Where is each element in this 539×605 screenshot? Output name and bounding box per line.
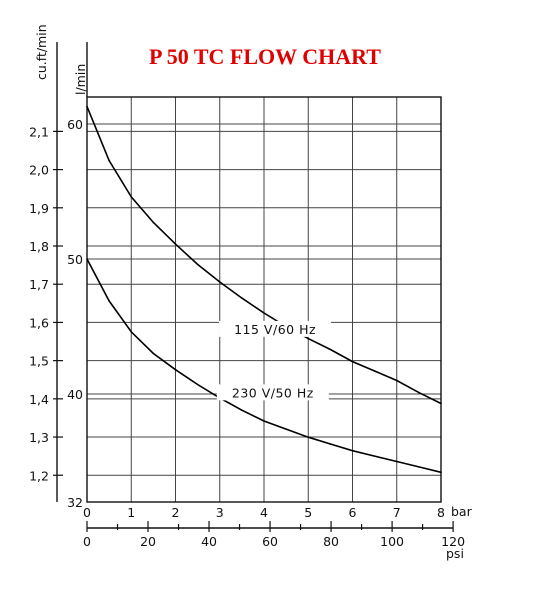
x-primary-tick-label: 7 (393, 505, 401, 520)
series (86, 105, 442, 474)
data-point (130, 331, 133, 333)
x-primary-tick-label: 4 (260, 505, 268, 520)
y-secondary-tick-label: 1,4 (29, 392, 49, 407)
data-point (241, 297, 243, 299)
x-primary-tick-label: 3 (216, 505, 224, 520)
data-point (307, 436, 310, 439)
x-primary-tick-label: 6 (349, 505, 357, 520)
x-primary-unit: bar (451, 504, 473, 519)
data-point (395, 460, 398, 463)
x-secondary-tick-label: 60 (262, 534, 278, 549)
data-point (152, 221, 155, 224)
x-primary-tick-label: 5 (304, 505, 312, 520)
data-point (263, 312, 265, 314)
data-point (373, 455, 376, 457)
y-secondary-tick-label: 2,1 (29, 124, 49, 139)
data-point (130, 196, 133, 198)
plot-frame (86, 96, 442, 503)
data-point (440, 402, 442, 405)
series-label: 115 V/60 Hz (234, 322, 316, 337)
data-point (218, 281, 221, 283)
data-point (174, 368, 177, 371)
x-primary-tick-label: 0 (83, 505, 91, 520)
data-point (440, 471, 442, 474)
curve-label-bg (219, 320, 332, 337)
y-primary-unit: l/min (73, 64, 88, 95)
data-point (108, 159, 110, 162)
y-secondary-tick-label: 1,8 (29, 239, 49, 254)
chart-title: P 50 TC FLOW CHART (149, 44, 381, 69)
curve-label-bg (216, 384, 329, 401)
x-secondary-tick-label: 120 (441, 534, 465, 549)
data-point (418, 466, 420, 468)
y-primary-tick-label: 40 (67, 387, 83, 402)
x-secondary-unit: psi (446, 546, 464, 561)
data-point (86, 258, 88, 260)
data-point (307, 337, 310, 340)
data-point (395, 379, 398, 382)
x-primary-tick-label: 8 (437, 505, 445, 520)
curve-labels: 115 V/60 Hz 230 V/50 Hz (216, 320, 332, 401)
x-secondary-tick-label: 0 (83, 534, 91, 549)
y-secondary-unit: cu.ft/min (34, 24, 49, 80)
x-secondary-tick-label: 40 (201, 534, 217, 549)
x-primary-tick-label: 1 (127, 505, 135, 520)
x-primary-tick-label: 2 (172, 505, 180, 520)
data-point (86, 105, 88, 108)
y-primary-tick-label: 32 (67, 495, 83, 510)
y-primary-tick-label: 50 (67, 252, 83, 267)
x-secondary-tick-label: 100 (380, 534, 404, 549)
data-point (285, 428, 287, 430)
data-point (351, 360, 354, 363)
data-point (329, 443, 332, 445)
y-secondary-tick-label: 1,2 (29, 468, 49, 483)
x-secondary-tick-label: 80 (323, 534, 339, 549)
y-secondary-tick-label: 1,9 (29, 201, 49, 216)
y-primary-tick-label: 60 (67, 117, 83, 132)
x-secondary-tick-label: 20 (140, 534, 156, 549)
y-secondary-tick-label: 1,3 (29, 430, 49, 445)
y-secondary-tick-label: 1,7 (29, 277, 49, 292)
data-point (196, 383, 199, 386)
data-point (152, 352, 155, 355)
y-secondary-tick-label: 2,0 (29, 163, 49, 178)
data-point (174, 243, 177, 245)
data-point (241, 409, 243, 412)
data-point (351, 449, 354, 452)
y-secondary-tick-label: 1,6 (29, 315, 49, 330)
data-point (263, 420, 265, 422)
grid (86, 97, 442, 502)
y-secondary-tick-label: 1,5 (29, 354, 49, 369)
data-point (373, 370, 376, 372)
data-point (108, 300, 110, 302)
data-point (418, 391, 420, 394)
series-label: 230 V/50 Hz (232, 385, 314, 400)
data-point (329, 348, 332, 351)
data-point (196, 263, 199, 266)
